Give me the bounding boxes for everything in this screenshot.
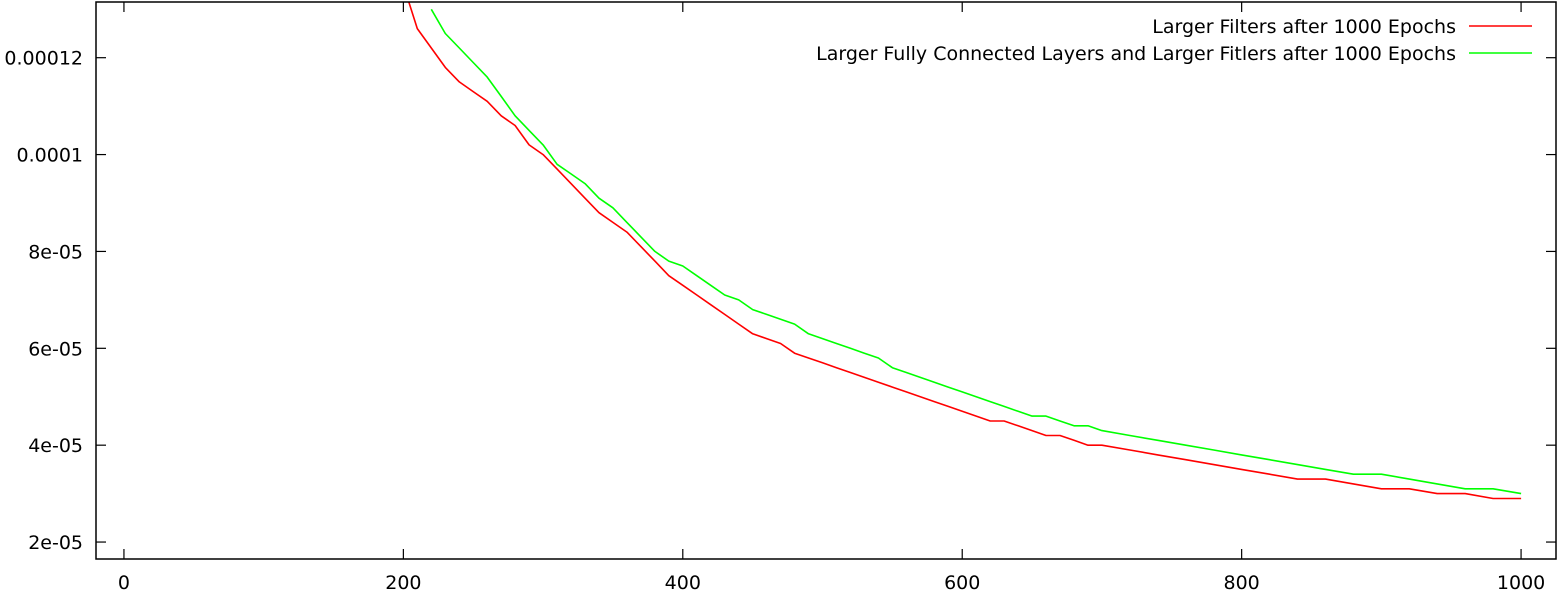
y-tick-label: 4e-05 (28, 435, 83, 457)
y-tick-label: 8e-05 (28, 241, 83, 263)
series-layer (407, 2, 1522, 500)
axes-layer: 0 200 400 600 800 1000 2e-05 4e-05 6e-05 8e-05 0.0… (4, 2, 1556, 594)
x-tick-label: 600 (944, 572, 980, 594)
y-tick-label: 0.00012 (4, 48, 83, 70)
series-line-1 (407, 2, 1522, 500)
legend: Larger Filters after 1000 Epochs Larger F… (816, 16, 1532, 65)
y-tick-label: 2e-05 (28, 532, 83, 554)
y-tick-label: 6e-05 (28, 338, 83, 360)
plot-frame (95, 1, 1557, 560)
y-tick-label: 0.0001 (17, 145, 83, 167)
legend-label-2: Larger Fully Connected Layers and Larger… (816, 43, 1456, 65)
x-tick-label: 200 (385, 572, 421, 594)
x-tick-label: 0 (118, 572, 130, 594)
x-tick-label: 400 (665, 572, 701, 594)
x-tick-label: 1000 (1497, 572, 1545, 594)
x-tick-label: 800 (1224, 572, 1260, 594)
series-line-2 (430, 8, 1522, 495)
legend-label-1: Larger Filters after 1000 Epochs (1152, 16, 1456, 38)
